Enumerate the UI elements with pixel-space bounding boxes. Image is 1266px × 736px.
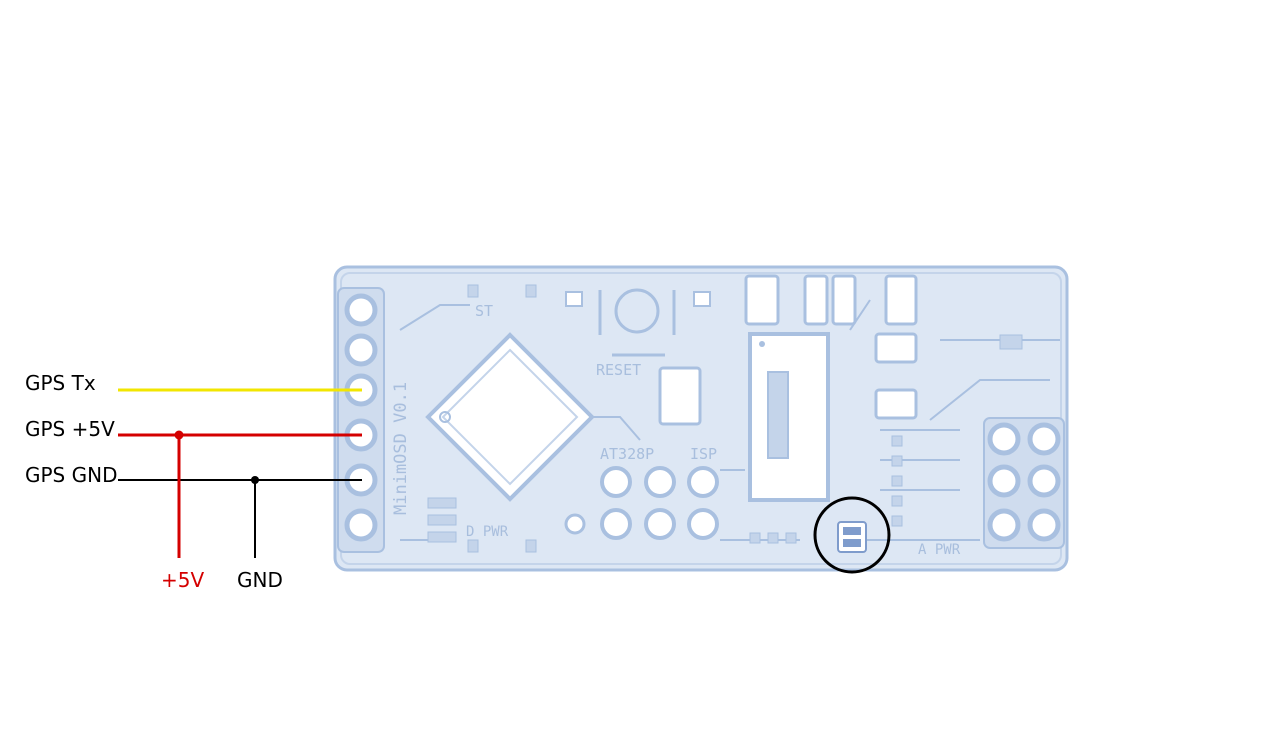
isp-pads — [564, 466, 719, 540]
smd-pads — [427, 284, 1023, 553]
wires — [118, 388, 362, 558]
reset-label: RESET — [596, 361, 641, 379]
video-chip — [748, 332, 830, 502]
gps-gnd-label: GPS GND — [25, 463, 117, 487]
gnd-junction-dot — [251, 476, 259, 484]
solder-jumper — [837, 521, 867, 553]
gps-tx-label: GPS Tx — [25, 371, 96, 395]
st-label: ST — [475, 302, 493, 320]
minimosd-board: ST RESET AT328P ISP D PWR A PWR MinimOSD… — [333, 265, 1069, 572]
5v-junction-dot — [174, 430, 184, 440]
right-header-pins — [983, 417, 1065, 549]
jumper-highlight-circle — [813, 496, 891, 574]
board-title: MinimOSD V0.1 — [391, 382, 411, 515]
d-pwr-label: D PWR — [466, 524, 509, 540]
reset-button-footprint — [565, 288, 711, 357]
a-pwr-label: A PWR — [918, 542, 961, 558]
crystal — [658, 366, 702, 426]
plus-5v-label: +5V — [161, 568, 204, 592]
capacitors — [744, 274, 918, 420]
isp-label: ISP — [690, 445, 717, 463]
gps-header-pins — [337, 287, 385, 553]
gnd-label: GND — [237, 568, 283, 592]
chip-label: AT328P — [600, 445, 654, 463]
mcu-chip — [425, 332, 595, 502]
gps-5v-label: GPS +5V — [25, 417, 115, 441]
